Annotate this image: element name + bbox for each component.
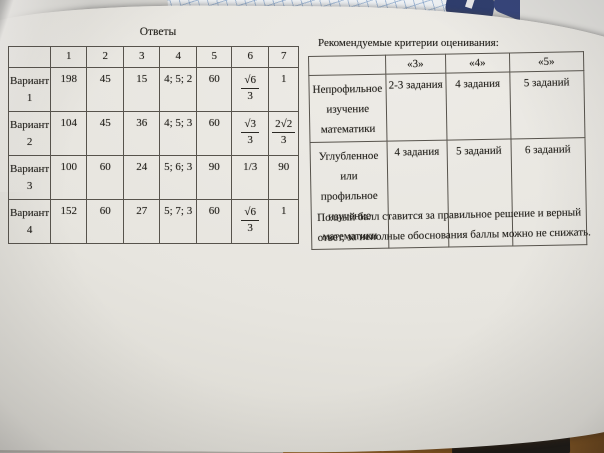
- column-header: 7: [268, 46, 300, 68]
- answer-cell: 90: [196, 155, 233, 200]
- fraction: 2√2 3: [272, 118, 296, 146]
- answer-cell: 60: [86, 199, 125, 244]
- column-header: 6: [231, 46, 270, 68]
- answer-cell: 198: [50, 67, 88, 112]
- variant-label: Вариант 2: [7, 111, 52, 156]
- fraction: √6 3: [241, 74, 259, 102]
- criteria-title: Рекомендуемые критерии оценивания:: [318, 37, 499, 49]
- answer-cell: 27: [123, 199, 161, 244]
- answer-cell: 2√2 3: [268, 111, 300, 156]
- answer-cell: 45: [86, 67, 125, 112]
- variant-label: Вариант 3: [7, 155, 52, 200]
- answer-cell: 36: [123, 111, 161, 156]
- column-header: 4: [159, 46, 198, 68]
- answer-cell: 90: [268, 155, 300, 200]
- answer-cell: 60: [196, 199, 233, 244]
- answer-cell: 60: [86, 155, 125, 200]
- corner-cell: [7, 46, 52, 68]
- corner-cell: [308, 55, 386, 76]
- variant-label: Вариант 4: [7, 199, 52, 244]
- answer-cell: 100: [50, 155, 88, 200]
- variant-1-row: Вариант 1 198 45 15 4; 5; 2 60 √6 3 1: [7, 67, 300, 112]
- answer-cell: 1: [268, 67, 300, 112]
- answer-cell: √6 3: [231, 199, 270, 244]
- criteria-row-basic: Непрофильное изучение математики 2-3 зад…: [308, 70, 585, 143]
- answer-cell: √3 3: [231, 111, 270, 156]
- answers-header-row: 1 2 3 4 5 6 7: [7, 46, 300, 68]
- criteria-cell: 5 заданий: [509, 70, 585, 140]
- grade-header: «5»: [509, 51, 584, 72]
- variant-2-row: Вариант 2 104 45 36 4; 5; 3 60 √3 3 2√2 …: [7, 111, 300, 156]
- answers-title: Ответы: [139, 26, 177, 38]
- answers-table: 1 2 3 4 5 6 7 Вариант 1 198 45 15 4; 5; …: [7, 46, 300, 244]
- answer-cell: 24: [123, 155, 161, 200]
- fraction: √6 3: [241, 206, 259, 234]
- column-header: 5: [196, 46, 233, 68]
- criteria-row-label: Непрофильное изучение математики: [308, 74, 387, 143]
- grade-header: «3»: [385, 54, 446, 75]
- answer-cell: 4; 5; 3: [159, 111, 198, 156]
- answer-cell: 152: [50, 199, 88, 244]
- criteria-cell: 2-3 задания: [385, 73, 447, 142]
- criteria-cell: 4 задания: [445, 71, 511, 141]
- fraction: √3 3: [241, 118, 259, 146]
- answer-cell: 60: [196, 111, 233, 156]
- grade-header: «4»: [445, 52, 510, 74]
- scoring-note: Полный балл ставится за правильное решен…: [317, 206, 591, 244]
- answer-cell: 5; 7; 3: [159, 199, 198, 244]
- variant-3-row: Вариант 3 100 60 24 5; 6; 3 90 1/3 90: [7, 155, 300, 200]
- answer-cell: 4; 5; 2: [159, 67, 198, 112]
- answer-cell: 5; 6; 3: [159, 155, 198, 200]
- answer-cell: 45: [86, 111, 125, 156]
- answer-cell: 15: [123, 67, 161, 112]
- answer-cell: √6 3: [231, 67, 270, 112]
- column-header: 2: [86, 46, 125, 68]
- variant-4-row: Вариант 4 152 60 27 5; 7; 3 60 √6 3 1: [7, 199, 300, 244]
- answer-cell: 1: [268, 199, 300, 244]
- column-header: 3: [123, 46, 161, 68]
- answer-cell: 1/3: [231, 155, 270, 200]
- answer-cell: 60: [196, 67, 233, 112]
- variant-label: Вариант 1: [7, 67, 52, 112]
- column-header: 1: [50, 46, 88, 68]
- answer-cell: 104: [50, 111, 88, 156]
